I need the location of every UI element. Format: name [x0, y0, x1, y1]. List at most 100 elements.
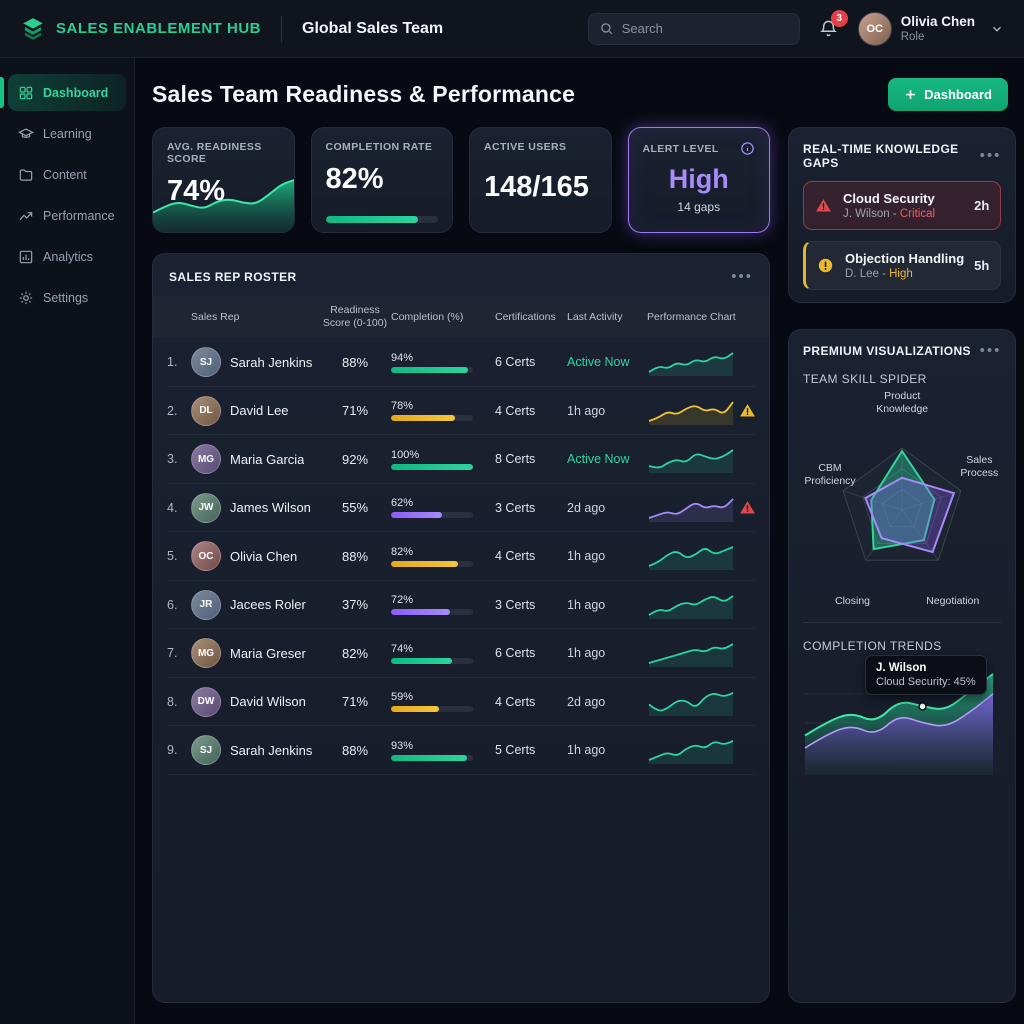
row-rank: 5. [167, 549, 178, 563]
sales-rep-roster-panel: SALES REP ROSTER ••• Sales Rep Readiness… [152, 253, 770, 1003]
row-rank: 1. [167, 355, 178, 369]
sidebar-item-analytics[interactable]: Analytics [8, 238, 126, 275]
premium-visualizations-panel: PREMIUM VISUALIZATIONS ••• TEAM SKILL SP… [788, 329, 1017, 1003]
gap-time: 5h [974, 258, 990, 273]
last-activity: Active Now [567, 355, 630, 369]
completion-label: 78% [391, 400, 414, 412]
table-row[interactable]: 3. MG Maria Garcia 92% 100% 8 Certs Acti… [167, 435, 755, 484]
row-rank: 9. [167, 743, 178, 757]
sidebar-item-settings[interactable]: Settings [8, 279, 126, 316]
kpi-active-users-card[interactable]: ACTIVE USERS 148/165 [469, 127, 612, 233]
last-activity: Active Now [567, 452, 630, 466]
table-row[interactable]: 7. MG Maria Greser 82% 74% 6 Certs 1h ag… [167, 629, 755, 678]
roster-menu-button[interactable]: ••• [731, 268, 753, 285]
notification-badge: 3 [830, 9, 848, 27]
performance-sparkline [647, 348, 739, 376]
performance-sparkline [647, 688, 739, 716]
notifications-button[interactable]: 3 [814, 9, 848, 44]
completion-cell: 82% [391, 546, 495, 567]
sidebar-item-content[interactable]: Content [8, 156, 126, 193]
radar-axis-label: Product Knowledge [876, 390, 929, 416]
rep-name: Olivia Chen [230, 548, 298, 564]
knowledge-gap-item[interactable]: Objection Handling D. Lee - High 5h [803, 241, 1002, 290]
certifications: 6 Certs [495, 646, 536, 660]
rep-avatar: MG [191, 444, 221, 474]
search-input[interactable] [621, 21, 789, 36]
certifications: 5 Certs [495, 743, 536, 757]
completion-cell: 93% [391, 740, 495, 761]
table-header-row: Sales Rep Readiness Score (0-100) Comple… [153, 296, 769, 339]
table-row[interactable]: 8. DW David Wilson 71% 59% 4 Certs 2d ag… [167, 678, 755, 727]
certifications: 4 Certs [495, 694, 536, 709]
completion-label: 82% [391, 545, 414, 558]
performance-sparkline [647, 397, 739, 425]
rep-avatar: OC [191, 541, 221, 571]
main-content: Sales Team Readiness & Performance Dashb… [135, 58, 1024, 1024]
completion-cell: 94% [391, 352, 495, 373]
certifications: 4 Certs [495, 549, 536, 563]
radar-axis-label: Negotiation [926, 594, 980, 607]
certifications: 3 Certs [495, 597, 536, 612]
divider [281, 15, 283, 42]
search-box[interactable] [587, 12, 800, 45]
gap-topic: Objection Handling [845, 251, 965, 266]
sidebar-item-learning[interactable]: Learning [8, 115, 126, 152]
knowledge-gap-item[interactable]: Cloud Security J. Wilson - Critical 2h [803, 181, 1002, 230]
gear-icon [18, 290, 34, 306]
completion-bar [391, 754, 473, 761]
spider-chart-title: TEAM SKILL SPIDER [803, 372, 927, 386]
table-row[interactable]: 4. JW James Wilson 55% 62% 3 Certs 2d ag… [167, 484, 755, 533]
completion-cell: 78% [391, 400, 495, 421]
knowledge-gaps-menu-button[interactable]: ••• [979, 147, 1002, 164]
warning-alert-icon [739, 402, 757, 419]
completion-cell: 100% [391, 449, 495, 470]
user-role: Role [900, 30, 925, 43]
completion-bar [391, 415, 473, 421]
kpi-row: AVG. READINESS SCORE 74% [152, 127, 770, 233]
rep-name: Jacees Roler [230, 597, 306, 612]
brand[interactable]: SALES ENABLEMENT HUB [20, 16, 261, 42]
readiness-score: 71% [341, 403, 369, 418]
add-dashboard-button[interactable]: Dashboard [888, 78, 1008, 111]
completion-label: 74% [391, 642, 414, 655]
col-last-activity: Last Activity [567, 310, 623, 323]
premium-menu-button[interactable]: ••• [979, 342, 1002, 359]
row-rank: 3. [167, 452, 178, 466]
info-icon[interactable] [740, 141, 755, 156]
readiness-score: 88% [341, 354, 369, 370]
row-rank: 8. [167, 694, 178, 709]
critical-warning-icon [815, 197, 833, 215]
table-row[interactable]: 2. DL David Lee 71% 78% 4 Certs 1h ago [167, 387, 755, 436]
sidebar-item-dashboard[interactable]: Dashboard [0, 74, 126, 111]
rep-avatar: JR [191, 589, 221, 620]
row-rank: 7. [167, 646, 178, 660]
search-icon [599, 21, 614, 36]
kpi-value: 74% [167, 175, 226, 207]
kpi-completion-card[interactable]: COMPLETION RATE 82% [310, 127, 453, 233]
table-body: 1. SJ Sarah Jenkins 88% 94% 6 Certs Acti… [153, 338, 769, 775]
completion-cell: 72% [391, 594, 495, 615]
rep-avatar: SJ [191, 735, 221, 765]
completion-label: 93% [391, 739, 414, 752]
critical-alert-icon [739, 499, 757, 516]
rep-avatar: DL [191, 395, 221, 426]
app-logo-icon [20, 16, 46, 42]
performance-sparkline [647, 736, 739, 764]
table-row[interactable]: 5. OC Olivia Chen 88% 82% 4 Certs 1h ago [167, 532, 755, 581]
kpi-readiness-card[interactable]: AVG. READINESS SCORE 74% [152, 127, 295, 233]
table-row[interactable]: 1. SJ Sarah Jenkins 88% 94% 6 Certs Acti… [167, 338, 755, 387]
gap-severity: High [889, 268, 913, 280]
graduation-cap-icon [18, 126, 34, 142]
completion-label: 94% [391, 351, 414, 364]
last-activity: 2d ago [567, 694, 606, 709]
sidebar-item-performance[interactable]: Performance [8, 197, 126, 234]
user-profile[interactable]: OC Olivia Chen Role [857, 11, 1004, 46]
last-activity: 1h ago [567, 743, 606, 757]
readiness-sparkline-chart [153, 179, 294, 232]
grid-icon [18, 85, 34, 101]
table-row[interactable]: 9. SJ Sarah Jenkins 88% 93% 5 Certs 1h a… [167, 726, 755, 775]
certifications: 6 Certs [495, 355, 536, 369]
table-row[interactable]: 6. JR Jacees Roler 37% 72% 3 Certs 1h ag… [167, 581, 755, 630]
kpi-alert-level-card[interactable]: ALERT LEVEL High 14 gaps [627, 127, 770, 233]
completion-label: 100% [391, 448, 420, 461]
